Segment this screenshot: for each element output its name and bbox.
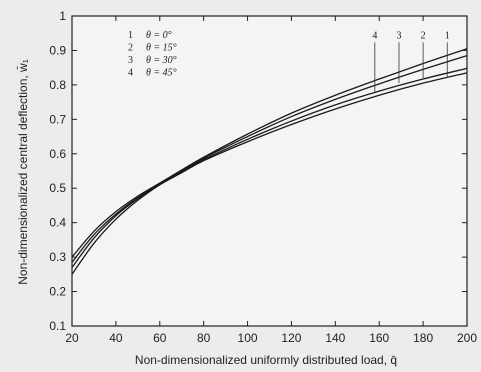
y-axis-label: Non-dimensionalized central deflection, … <box>16 59 30 285</box>
y-tick-label: 1 <box>59 9 66 23</box>
x-tick-label: 120 <box>281 331 301 345</box>
y-tick-label: 0.9 <box>49 43 66 57</box>
callout-label-4: 4 <box>372 30 377 41</box>
y-tick-label: 0.2 <box>49 285 66 299</box>
y-tick-label: 0.5 <box>49 181 66 195</box>
x-tick-label: 40 <box>109 331 123 345</box>
x-tick-label: 180 <box>413 331 433 345</box>
legend-entry-id-3: 3 <box>128 55 133 66</box>
y-tick-label: 0.1 <box>49 319 66 333</box>
callout-label-2: 2 <box>421 30 426 41</box>
x-axis-label: Non-dimensionalized uniformly distribute… <box>135 353 397 367</box>
legend-entry-id-1: 1 <box>128 30 133 41</box>
x-tick-label: 80 <box>197 331 211 345</box>
legend-entry-text-3: θ = 30° <box>146 55 177 66</box>
y-tick-label: 0.4 <box>49 216 66 230</box>
callout-label-3: 3 <box>396 30 401 41</box>
y-tick-label: 0.3 <box>49 250 66 264</box>
x-tick-label: 100 <box>238 331 258 345</box>
legend-entry-text-2: θ = 15° <box>146 43 177 54</box>
x-tick-label: 160 <box>369 331 389 345</box>
callout-label-1: 1 <box>445 30 450 41</box>
legend-entry-text-4: θ = 45° <box>146 68 177 79</box>
legend-entry-id-2: 2 <box>128 43 133 54</box>
y-tick-label: 0.6 <box>49 147 66 161</box>
y-tick-label: 0.8 <box>49 78 66 92</box>
legend-entry-text-1: θ = 0° <box>146 30 172 41</box>
x-tick-label: 140 <box>325 331 345 345</box>
y-tick-label: 0.7 <box>49 112 66 126</box>
legend-entry-id-4: 4 <box>128 68 133 79</box>
x-tick-label: 60 <box>153 331 167 345</box>
x-tick-label: 200 <box>457 331 477 345</box>
x-tick-label: 20 <box>65 331 79 345</box>
